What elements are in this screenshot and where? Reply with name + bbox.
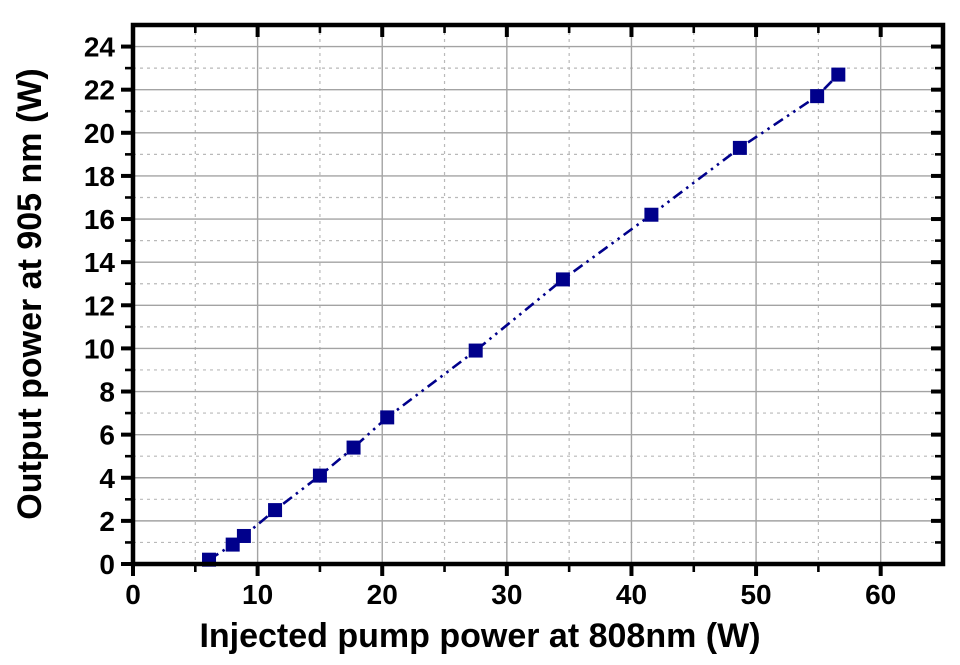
y-tick-label: 24 (84, 32, 116, 63)
y-tick-label: 0 (99, 549, 115, 580)
data-point-marker (346, 440, 361, 455)
y-tick-label: 4 (99, 463, 115, 494)
y-axis-title: Output power at 905 nm (W) (11, 68, 49, 520)
y-tick-label: 12 (84, 290, 115, 321)
y-tick-label: 6 (99, 420, 115, 451)
data-point-marker (732, 140, 747, 155)
x-tick-label: 50 (740, 579, 771, 610)
y-tick-label: 18 (84, 161, 115, 192)
y-tick-label: 20 (84, 118, 115, 149)
plot-frame (130, 22, 946, 567)
data-point-marker (312, 468, 327, 483)
x-tick-label: 60 (865, 579, 896, 610)
data-point-marker (555, 272, 570, 287)
y-tick-label: 16 (84, 204, 115, 235)
data-point-marker (644, 207, 659, 222)
data-point-marker (225, 537, 240, 552)
y-tick-label: 10 (84, 333, 115, 364)
x-tick-label: 10 (242, 579, 273, 610)
x-tick-label: 0 (125, 579, 141, 610)
data-point-marker (236, 528, 251, 543)
y-tick-label: 14 (84, 247, 116, 278)
x-tick-label: 40 (616, 579, 647, 610)
data-point-marker (831, 67, 846, 82)
data-point-marker (468, 343, 483, 358)
data-point-marker (268, 503, 283, 518)
y-tick-label: 2 (99, 506, 115, 537)
y-tick-label: 8 (99, 377, 115, 408)
x-tick-label: 20 (367, 579, 398, 610)
x-tick-label: 30 (491, 579, 522, 610)
data-point-marker (380, 410, 395, 425)
x-axis-title: Injected pump power at 808nm (W) (199, 617, 761, 655)
y-tick-label: 22 (84, 75, 115, 106)
data-point-marker (810, 89, 825, 104)
